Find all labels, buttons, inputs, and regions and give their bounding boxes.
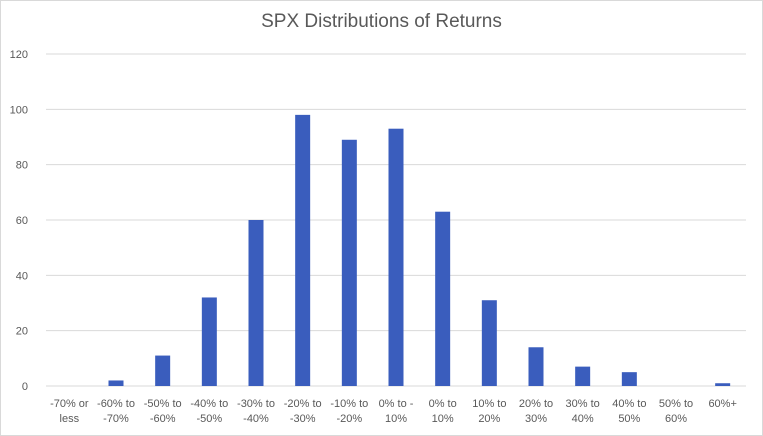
x-tick-label: -30% — [290, 413, 316, 425]
x-tick-label: -30% to — [237, 398, 275, 410]
y-tick-label: 120 — [10, 49, 28, 61]
x-tick-label: -60% — [150, 413, 176, 425]
x-tick-label: -40% — [243, 413, 269, 425]
x-tick-label: 30% — [525, 413, 547, 425]
y-tick-label: 0 — [22, 381, 28, 393]
bar — [248, 220, 264, 386]
x-tick-label: 50% to — [659, 398, 693, 410]
bar — [528, 347, 544, 386]
y-tick-label: 40 — [16, 270, 28, 282]
bar — [155, 355, 171, 386]
x-tick-label: 30% to — [566, 398, 600, 410]
x-tick-label: 20% to — [519, 398, 553, 410]
x-tick-label: less — [60, 413, 80, 425]
bar — [715, 383, 731, 386]
y-axis-ticks: 0 20 40 60 80 100 120 — [10, 49, 28, 393]
bar — [621, 372, 637, 386]
x-tick-label: 10% — [432, 413, 454, 425]
y-tick-label: 100 — [10, 104, 28, 116]
x-tick-label: 40% to — [612, 398, 646, 410]
y-tick-label: 80 — [16, 160, 28, 172]
x-tick-label: 10% — [385, 413, 407, 425]
y-tick-label: 20 — [16, 326, 28, 338]
bar — [435, 211, 451, 386]
bar — [575, 366, 591, 386]
x-tick-label: 0% to — [429, 398, 457, 410]
x-tick-label: -40% to — [190, 398, 228, 410]
bar — [201, 297, 217, 386]
x-tick-label: -10% to — [330, 398, 368, 410]
chart-title: SPX Distributions of Returns — [261, 11, 502, 32]
x-tick-label: 0% to - — [379, 398, 414, 410]
x-tick-label: 10% to — [472, 398, 506, 410]
x-tick-label: -70% — [103, 413, 129, 425]
bars — [108, 114, 731, 386]
bar — [108, 380, 124, 386]
x-tick-label: -50% to — [144, 398, 182, 410]
x-tick-label: 60%+ — [708, 398, 736, 410]
x-tick-label: -50% — [196, 413, 222, 425]
bar — [481, 300, 497, 386]
bar — [341, 139, 357, 386]
x-tick-label: -70% or — [50, 398, 89, 410]
bar — [388, 128, 404, 386]
x-tick-label: 60% — [665, 413, 687, 425]
x-tick-label: -20% — [336, 413, 362, 425]
x-tick-label: 40% — [572, 413, 594, 425]
x-tick-label: -60% to — [97, 398, 135, 410]
x-tick-label: -20% to — [284, 398, 322, 410]
bar — [295, 114, 311, 386]
x-axis-ticks: -70% or less -60% to -70% -50% to -60% -40% to… — [50, 398, 737, 425]
x-tick-label: 20% — [478, 413, 500, 425]
y-tick-label: 60 — [16, 215, 28, 227]
x-tick-label: 50% — [618, 413, 640, 425]
